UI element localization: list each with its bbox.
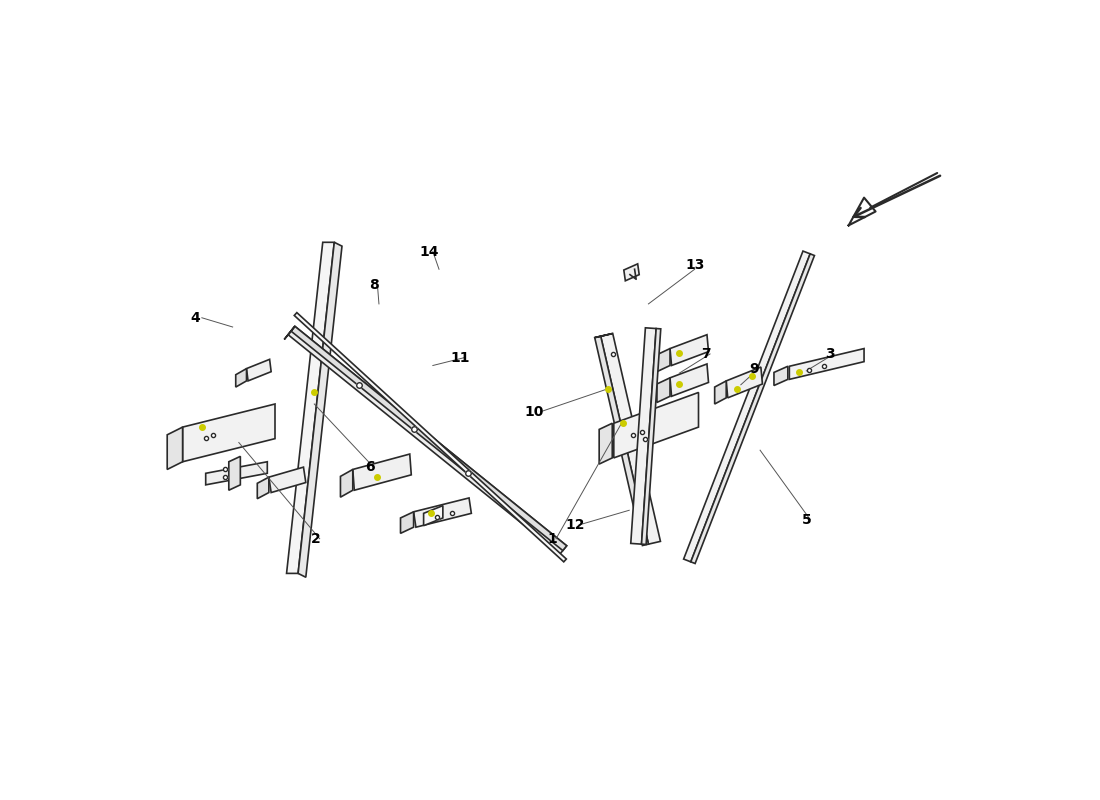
- Polygon shape: [657, 378, 670, 402]
- Polygon shape: [630, 328, 656, 544]
- Polygon shape: [284, 326, 295, 339]
- Polygon shape: [167, 427, 183, 470]
- Polygon shape: [691, 254, 814, 563]
- Polygon shape: [295, 313, 566, 562]
- Polygon shape: [183, 404, 275, 462]
- Polygon shape: [595, 336, 649, 546]
- Polygon shape: [657, 349, 670, 372]
- Text: 10: 10: [525, 405, 544, 418]
- Polygon shape: [229, 456, 241, 490]
- Polygon shape: [624, 264, 639, 281]
- Polygon shape: [790, 349, 865, 379]
- Polygon shape: [670, 364, 708, 396]
- Polygon shape: [400, 512, 414, 534]
- Polygon shape: [353, 454, 411, 490]
- Polygon shape: [424, 506, 443, 526]
- Polygon shape: [292, 326, 566, 550]
- Polygon shape: [288, 326, 566, 554]
- Polygon shape: [257, 477, 268, 498]
- Polygon shape: [726, 367, 762, 398]
- Polygon shape: [670, 334, 708, 366]
- Polygon shape: [341, 470, 353, 497]
- Text: 6: 6: [365, 460, 374, 474]
- Text: 5: 5: [802, 513, 811, 526]
- Polygon shape: [595, 334, 613, 338]
- Polygon shape: [235, 369, 246, 387]
- Polygon shape: [614, 393, 698, 458]
- Polygon shape: [641, 329, 661, 545]
- Text: 9: 9: [749, 362, 759, 376]
- Text: 8: 8: [368, 278, 378, 292]
- Text: 4: 4: [190, 310, 200, 325]
- Polygon shape: [683, 251, 810, 562]
- Text: 13: 13: [685, 258, 704, 272]
- Text: 2: 2: [311, 532, 321, 546]
- Polygon shape: [206, 462, 267, 485]
- Text: 14: 14: [419, 245, 439, 258]
- Polygon shape: [715, 381, 726, 404]
- Text: 11: 11: [450, 350, 470, 365]
- Polygon shape: [286, 242, 334, 574]
- Polygon shape: [600, 423, 613, 464]
- Text: 3: 3: [825, 347, 835, 361]
- Polygon shape: [601, 334, 660, 544]
- Text: 12: 12: [565, 518, 585, 532]
- Polygon shape: [246, 359, 271, 381]
- Polygon shape: [298, 242, 342, 578]
- Text: 1: 1: [548, 532, 557, 546]
- Polygon shape: [268, 467, 306, 493]
- Text: 7: 7: [702, 347, 711, 361]
- Polygon shape: [414, 498, 472, 527]
- Polygon shape: [774, 366, 788, 386]
